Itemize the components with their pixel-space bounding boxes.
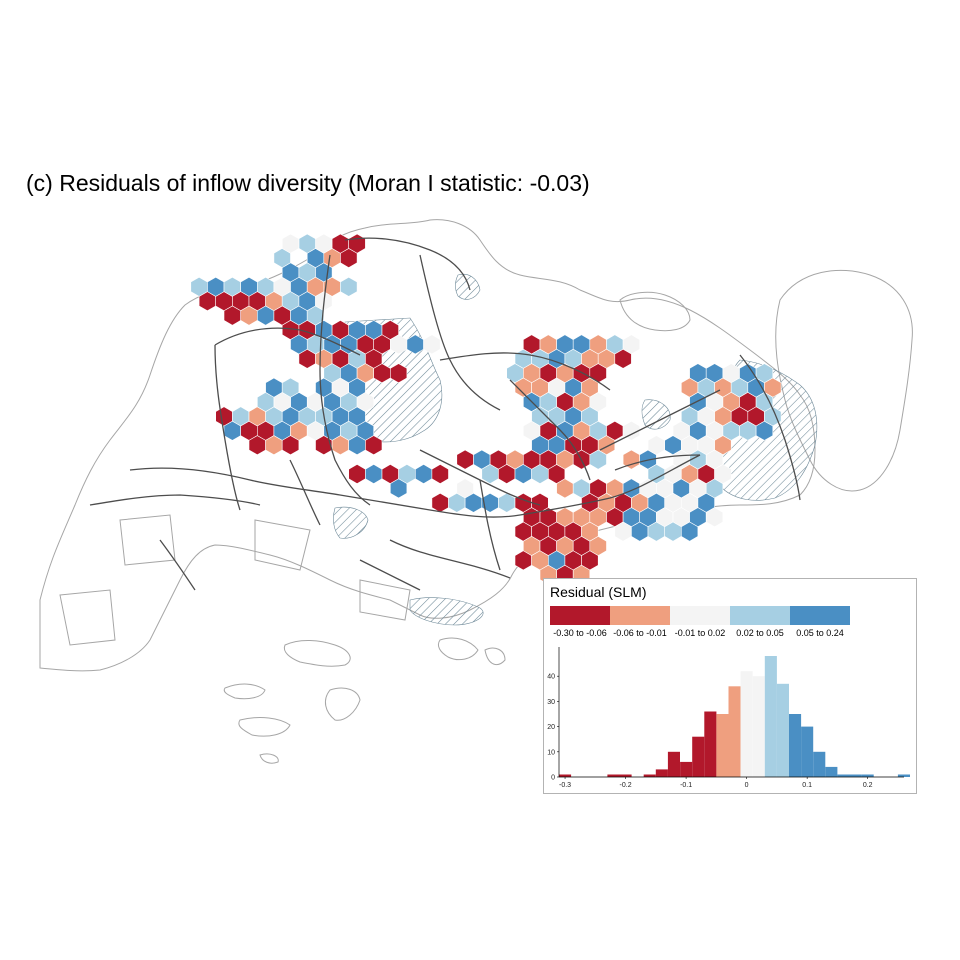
legend-label-1: -0.30 to -0.06 [553, 628, 607, 638]
histogram-bar [607, 774, 620, 777]
histogram-bar [849, 774, 862, 777]
hex-cell [456, 449, 474, 470]
histogram-bar [776, 683, 789, 777]
legend-swatch-5 [790, 606, 850, 625]
hex-cell [705, 507, 724, 528]
legend-label-5: 0.05 to 0.24 [796, 628, 844, 638]
y-tick-label: 10 [547, 749, 555, 756]
hex-cell [755, 420, 774, 441]
histogram-bar [692, 736, 705, 777]
hex-cell [281, 233, 300, 254]
hex-cell [431, 492, 449, 513]
hex-cell [365, 435, 383, 456]
histogram-bar [837, 774, 850, 777]
hex-cell [589, 449, 607, 470]
hex-cell [389, 478, 408, 499]
x-tick-label: 0.1 [802, 782, 812, 789]
hex-cell [340, 276, 358, 297]
y-tick-label: 0 [551, 775, 555, 782]
legend-panel: Residual (SLM) -0.30 to -0.06 -0.06 to -… [543, 578, 917, 794]
histogram-bar [559, 774, 572, 777]
hex-cell [290, 334, 308, 355]
x-tick-label: 0 [745, 782, 749, 789]
histogram-bar [655, 769, 668, 777]
histogram-bar [897, 774, 910, 777]
histogram-bar [643, 774, 656, 777]
legend-title: Residual (SLM) [550, 584, 647, 600]
road-network [89, 237, 801, 591]
hex-cell [714, 464, 732, 484]
y-tick-label: 30 [547, 699, 555, 706]
histogram-bar [619, 774, 632, 777]
y-tick-label: 20 [547, 724, 555, 731]
hex-cell [614, 348, 632, 369]
histogram-bar [680, 761, 693, 777]
x-tick-label: -0.2 [620, 782, 632, 789]
legend-swatch-1 [550, 606, 610, 625]
hex-cell [647, 435, 666, 456]
legend-label-2: -0.06 to -0.01 [613, 628, 667, 638]
figure-title: (c) Residuals of inflow diversity (Moran… [26, 170, 590, 196]
legend-label-4: 0.02 to 0.05 [736, 628, 784, 638]
residual-hexagons [190, 233, 782, 585]
histogram-bar [667, 751, 680, 777]
histogram-bar [861, 774, 874, 777]
hex-cell [431, 464, 449, 484]
hex-cell [389, 363, 408, 384]
hex-cell [414, 464, 433, 484]
legend-swatch-4 [730, 606, 790, 625]
histogram-bar [789, 714, 802, 777]
hex-cell [622, 420, 641, 441]
histogram-bar [801, 726, 814, 777]
hex-cell [281, 435, 300, 456]
histogram-bar [704, 711, 717, 777]
histogram-bar [825, 766, 838, 777]
histogram-bar [813, 751, 826, 777]
histogram-bar [728, 686, 741, 777]
hex-cell [423, 334, 441, 355]
histogram-bar [740, 671, 753, 777]
x-tick-label: -0.3 [559, 782, 571, 789]
hex-cell [647, 464, 666, 484]
hex-cell [281, 377, 300, 398]
histogram-bar [716, 714, 729, 777]
histogram-bar [752, 676, 765, 777]
hex-cell [680, 521, 699, 542]
legend-label-3: -0.01 to 0.02 [674, 628, 726, 638]
x-tick-label: 0.2 [863, 782, 873, 789]
x-tick-label: -0.1 [680, 782, 692, 789]
legend-swatch-3 [670, 606, 730, 625]
residual-histogram: 0 10 20 30 40 -0.3 -0.2 -0.1 0 0.1 0.2 [547, 647, 910, 789]
hex-cell [348, 464, 366, 484]
legend-swatch-2 [610, 606, 670, 625]
hex-cell [365, 464, 383, 484]
histogram-bar [764, 656, 777, 777]
y-tick-label: 40 [547, 674, 555, 681]
